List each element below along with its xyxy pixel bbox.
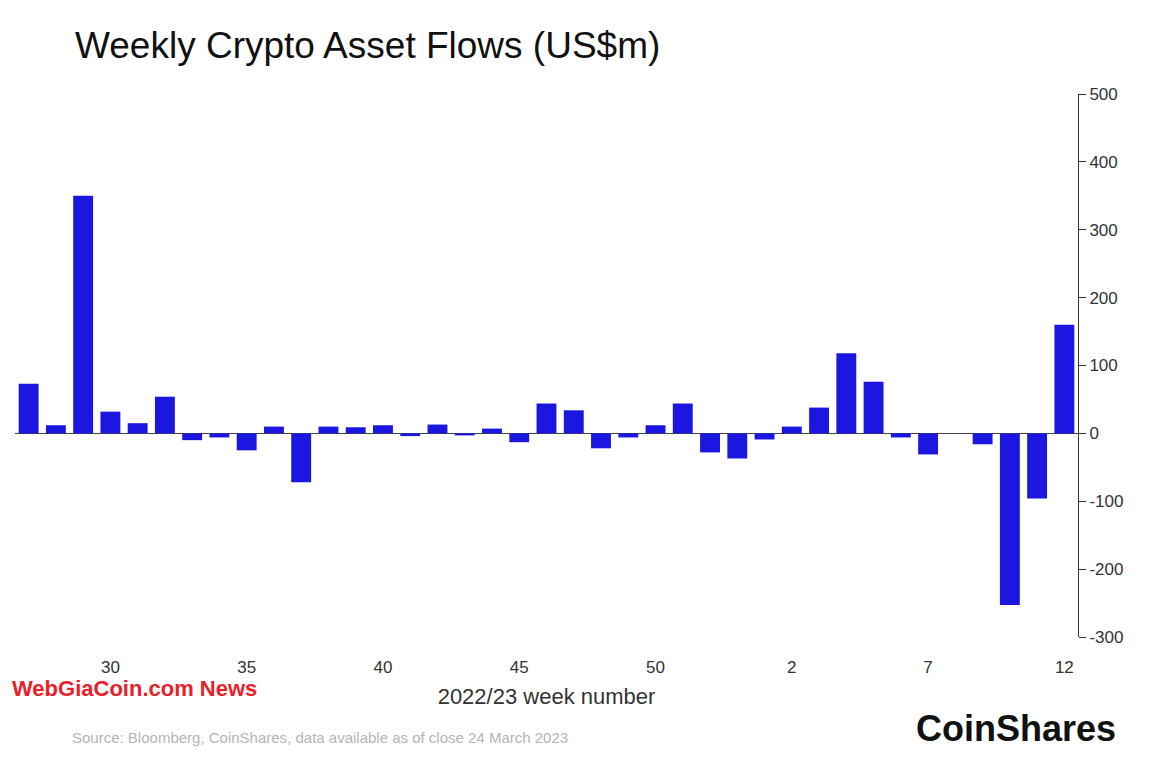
svg-text:300: 300 xyxy=(1089,221,1117,240)
svg-text:12: 12 xyxy=(1055,658,1074,677)
svg-text:35: 35 xyxy=(237,658,256,677)
svg-text:40: 40 xyxy=(373,658,392,677)
svg-text:30: 30 xyxy=(101,658,120,677)
svg-text:-300: -300 xyxy=(1089,628,1123,647)
svg-text:2022/23 week number: 2022/23 week number xyxy=(438,684,656,709)
svg-text:100: 100 xyxy=(1089,356,1117,375)
svg-text:Weekly Crypto Asset Flows (US$: Weekly Crypto Asset Flows (US$m) xyxy=(75,25,660,66)
svg-text:2: 2 xyxy=(787,658,796,677)
svg-text:0: 0 xyxy=(1089,424,1098,443)
svg-text:45: 45 xyxy=(510,658,529,677)
svg-text:-200: -200 xyxy=(1089,560,1123,579)
svg-text:CoinShares: CoinShares xyxy=(916,708,1116,749)
svg-text:Source: Bloomberg, CoinShares,: Source: Bloomberg, CoinShares, data avai… xyxy=(72,729,568,746)
svg-text:50: 50 xyxy=(646,658,665,677)
svg-text:7: 7 xyxy=(923,658,932,677)
svg-text:WebGiaCoin.com News: WebGiaCoin.com News xyxy=(12,676,257,701)
svg-text:500: 500 xyxy=(1089,85,1117,104)
svg-text:400: 400 xyxy=(1089,153,1117,172)
svg-text:-100: -100 xyxy=(1089,492,1123,511)
svg-text:200: 200 xyxy=(1089,289,1117,308)
